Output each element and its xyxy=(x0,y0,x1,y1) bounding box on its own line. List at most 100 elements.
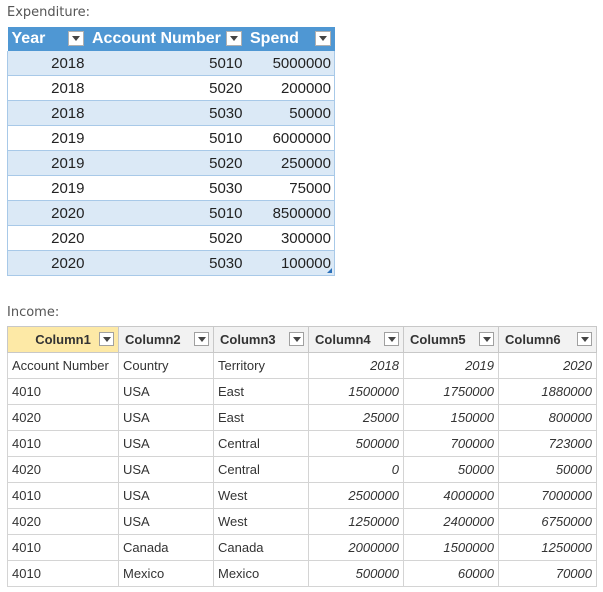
table-cell[interactable]: USA xyxy=(118,508,214,535)
table-row: 2019 5020 250000 xyxy=(7,150,335,176)
header-label: Column1 xyxy=(35,332,91,347)
table-row: 2018 5030 50000 xyxy=(7,100,335,126)
table-cell[interactable]: 2400000 xyxy=(403,508,499,535)
table-cell[interactable]: 4010 xyxy=(7,560,119,587)
table-cell[interactable]: 6000000 xyxy=(245,125,335,151)
table-cell[interactable]: 0 xyxy=(308,456,404,483)
table-cell[interactable]: 800000 xyxy=(498,404,597,431)
filter-dropdown-button[interactable] xyxy=(479,332,494,346)
table-cell[interactable]: 2019 xyxy=(7,150,88,176)
table-cell[interactable]: Canada xyxy=(213,534,309,561)
table-cell[interactable]: Mexico xyxy=(213,560,309,587)
table-cell[interactable]: USA xyxy=(118,378,214,405)
table-cell[interactable]: 723000 xyxy=(498,430,597,457)
filter-dropdown-button[interactable] xyxy=(226,31,242,46)
table-cell[interactable]: Central xyxy=(213,456,309,483)
filter-dropdown-button[interactable] xyxy=(289,332,304,346)
table-cell[interactable]: 1500000 xyxy=(308,378,404,405)
chevron-down-icon xyxy=(230,36,238,41)
table-cell[interactable]: Central xyxy=(213,430,309,457)
table-resize-handle[interactable] xyxy=(327,268,332,273)
table-cell[interactable]: 5010 xyxy=(87,125,246,151)
table-cell[interactable]: Territory xyxy=(213,352,309,379)
table-cell[interactable]: 50000 xyxy=(403,456,499,483)
table-cell[interactable]: 1250000 xyxy=(498,534,597,561)
table-cell[interactable]: Country xyxy=(118,352,214,379)
table-cell[interactable]: 70000 xyxy=(498,560,597,587)
table-cell[interactable]: 75000 xyxy=(245,175,335,201)
table-cell[interactable]: 2020 xyxy=(498,352,597,379)
table-cell[interactable]: 700000 xyxy=(403,430,499,457)
table-cell[interactable]: 4010 xyxy=(7,482,119,509)
table-cell[interactable]: 2020 xyxy=(7,200,88,226)
table-cell[interactable]: 5020 xyxy=(87,150,246,176)
table-cell[interactable]: Account Number xyxy=(7,352,119,379)
filter-dropdown-button[interactable] xyxy=(68,31,84,46)
table-cell[interactable]: USA xyxy=(118,482,214,509)
table-cell[interactable]: 5030 xyxy=(87,250,246,276)
table-cell[interactable]: 5010 xyxy=(87,51,246,76)
table-cell[interactable]: 4020 xyxy=(7,456,119,483)
table-cell[interactable]: 250000 xyxy=(245,150,335,176)
table-cell[interactable]: 500000 xyxy=(308,430,404,457)
table-cell[interactable]: USA xyxy=(118,430,214,457)
table-cell[interactable]: 2018 xyxy=(308,352,404,379)
table-cell[interactable]: 200000 xyxy=(245,75,335,101)
table-cell[interactable]: 7000000 xyxy=(498,482,597,509)
table-cell[interactable]: East xyxy=(213,404,309,431)
filter-dropdown-button[interactable] xyxy=(194,332,209,346)
table-cell[interactable]: 100000 xyxy=(245,250,335,276)
table-cell[interactable]: 300000 xyxy=(245,225,335,251)
expenditure-header-row: Year Account Number Spend xyxy=(7,27,335,51)
table-cell[interactable]: 4000000 xyxy=(403,482,499,509)
table-cell[interactable]: 4010 xyxy=(7,534,119,561)
table-cell[interactable]: West xyxy=(213,482,309,509)
table-cell[interactable]: 1250000 xyxy=(308,508,404,535)
table-cell[interactable]: 4010 xyxy=(7,430,119,457)
table-cell[interactable]: 4020 xyxy=(7,508,119,535)
table-cell[interactable]: 2020 xyxy=(7,225,88,251)
table-cell[interactable]: 2500000 xyxy=(308,482,404,509)
filter-dropdown-button[interactable] xyxy=(384,332,399,346)
table-cell[interactable]: 6750000 xyxy=(498,508,597,535)
table-cell[interactable]: 2018 xyxy=(7,100,88,126)
expenditure-header-spend: Spend xyxy=(245,27,335,51)
table-cell[interactable]: 2000000 xyxy=(308,534,404,561)
table-cell[interactable]: 4020 xyxy=(7,404,119,431)
table-cell[interactable]: 2019 xyxy=(403,352,499,379)
table-cell[interactable]: 1750000 xyxy=(403,378,499,405)
table-cell[interactable]: 5030 xyxy=(87,175,246,201)
table-cell[interactable]: West xyxy=(213,508,309,535)
table-cell[interactable]: 25000 xyxy=(308,404,404,431)
table-cell[interactable]: 5030 xyxy=(87,100,246,126)
filter-dropdown-button[interactable] xyxy=(577,332,592,346)
table-cell[interactable]: 50000 xyxy=(245,100,335,126)
table-cell[interactable]: 2019 xyxy=(7,125,88,151)
table-cell[interactable]: 5000000 xyxy=(245,51,335,76)
table-cell[interactable]: 5020 xyxy=(87,75,246,101)
table-cell[interactable]: 500000 xyxy=(308,560,404,587)
table-cell[interactable]: Canada xyxy=(118,534,214,561)
table-cell[interactable]: 150000 xyxy=(403,404,499,431)
table-cell[interactable]: 1880000 xyxy=(498,378,597,405)
table-cell[interactable]: 2018 xyxy=(7,51,88,76)
table-row: 2018 5020 200000 xyxy=(7,75,335,101)
filter-dropdown-button[interactable] xyxy=(99,332,114,346)
table-cell[interactable]: 8500000 xyxy=(245,200,335,226)
table-cell[interactable]: 50000 xyxy=(498,456,597,483)
table-cell[interactable]: 5020 xyxy=(87,225,246,251)
table-cell[interactable]: USA xyxy=(118,456,214,483)
table-cell[interactable]: USA xyxy=(118,404,214,431)
table-cell[interactable]: 1500000 xyxy=(403,534,499,561)
table-cell[interactable]: 2018 xyxy=(7,75,88,101)
table-cell[interactable]: 60000 xyxy=(403,560,499,587)
filter-dropdown-button[interactable] xyxy=(315,31,331,46)
table-cell[interactable]: 2019 xyxy=(7,175,88,201)
table-cell[interactable]: 5010 xyxy=(87,200,246,226)
table-cell[interactable]: 2020 xyxy=(7,250,88,276)
table-cell[interactable]: 4010 xyxy=(7,378,119,405)
table-cell[interactable]: Mexico xyxy=(118,560,214,587)
table-cell[interactable]: East xyxy=(213,378,309,405)
income-table: Column1 Column2 Column3 Column4 Column5 Colum… xyxy=(7,326,597,587)
table-row: 2020 5020 300000 xyxy=(7,225,335,251)
